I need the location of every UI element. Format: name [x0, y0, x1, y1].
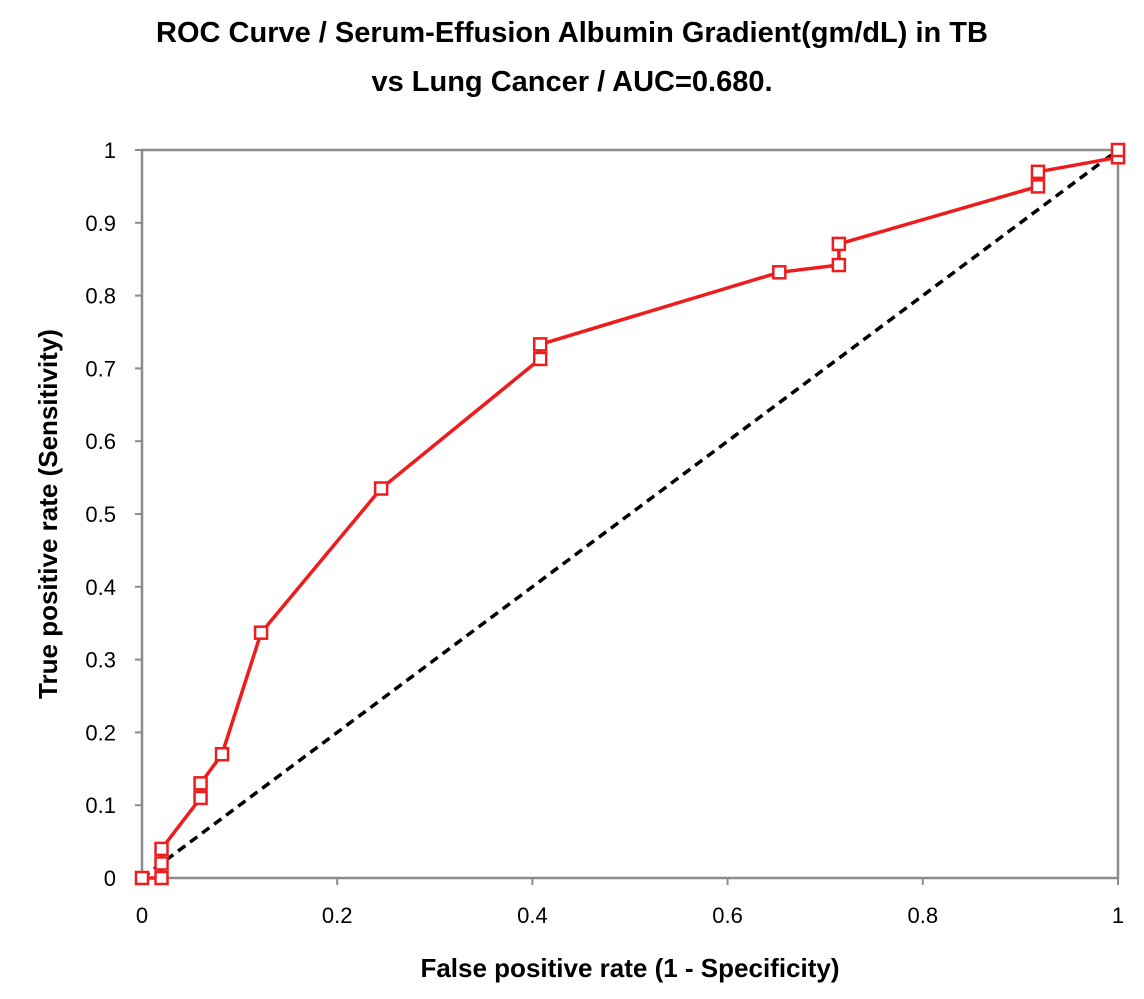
plot-frame [140, 148, 1120, 880]
roc-point-marker [772, 265, 787, 280]
roc-point-marker [1110, 142, 1126, 158]
roc-point-marker [193, 776, 208, 791]
tick-layer: 0 0.2 0.4 0.6 0.8 1 0 0.1 0.2 0.3 0.4 0.5 0.6 0.7 0.8 0… [85, 138, 1124, 928]
roc-point-marker [373, 481, 389, 496]
roc-point-marker [154, 856, 169, 871]
reference-series-line [140, 148, 1120, 880]
roc-point-marker [154, 870, 169, 886]
y-tick-label: 0.6 [85, 429, 116, 454]
y-tick-label: 0.5 [85, 502, 116, 527]
roc-point-marker [253, 625, 269, 640]
y-tick-label: 0 [104, 866, 116, 891]
y-tick-label: 0.4 [85, 575, 116, 600]
roc-point-marker [154, 841, 169, 857]
series-layer [134, 142, 1126, 886]
x-tick-label: 0.4 [517, 903, 548, 928]
roc-point-marker [214, 746, 230, 762]
x-tick-label: 0.2 [322, 903, 353, 928]
y-axis-title: True positive rate (Sensitivity) [33, 329, 63, 699]
roc-point-marker [193, 790, 208, 806]
y-tick-label: 0.3 [85, 648, 116, 673]
y-tick-label: 0.8 [85, 284, 116, 309]
x-tick-label: 0.6 [712, 903, 743, 928]
x-axis-title: False positive rate (1 - Specificity) [420, 953, 839, 983]
y-tick-label: 0.1 [85, 793, 116, 818]
x-tick-label: 0.8 [908, 903, 939, 928]
roc-point-marker [134, 870, 150, 886]
y-tick-label: 1 [104, 138, 116, 163]
roc-point-marker [1030, 179, 1046, 194]
x-tick-label: 0 [136, 903, 148, 928]
y-tick-label: 0.9 [85, 211, 116, 236]
x-tick-label: 1 [1112, 903, 1124, 928]
roc-point-marker [831, 236, 847, 252]
chart-title-line-1: ROC Curve / Serum-Effusion Albumin Gradi… [156, 17, 988, 49]
y-tick-label: 0.2 [85, 720, 116, 745]
y-tick-label: 0.7 [85, 356, 116, 381]
roc-point-marker [831, 257, 847, 273]
chart-title-line-2: vs Lung Cancer / AUC=0.680. [371, 66, 772, 98]
roc-point-marker [532, 337, 548, 352]
roc-point-marker [532, 351, 548, 367]
roc-point-marker [1030, 164, 1046, 180]
